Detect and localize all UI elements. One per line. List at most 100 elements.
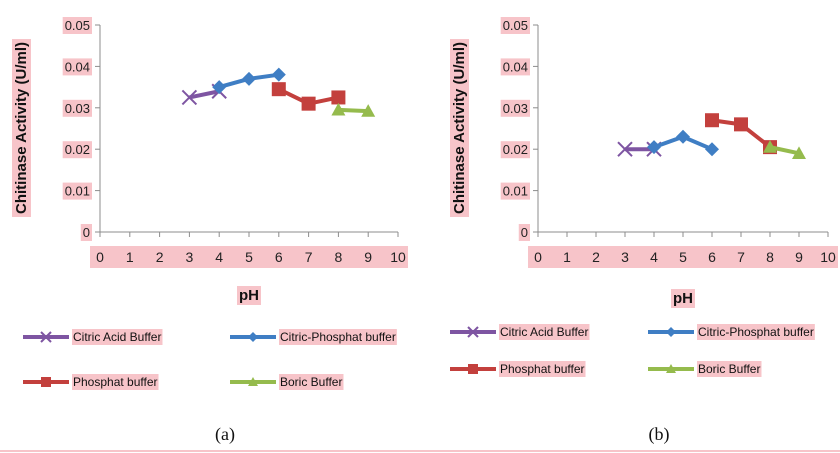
y-axis-label: Chitinase Activity (U/ml) [13, 42, 30, 214]
y-tick-label-bg [500, 141, 530, 159]
legend-label-bg-2 [72, 374, 159, 390]
data-point-1-1 [676, 129, 690, 144]
x-tick-label: 2 [156, 249, 164, 265]
legend-marker-2 [468, 364, 478, 374]
data-point-1-1 [242, 71, 256, 86]
legend-marker-2 [41, 377, 51, 387]
legend-label-bg-2 [499, 361, 586, 377]
legend-label-bg-3 [697, 361, 762, 377]
x-tick-label: 4 [215, 249, 223, 265]
x-tick-label: 10 [820, 249, 836, 265]
x-tick-label: 4 [650, 249, 658, 265]
panel-caption: (b) [649, 424, 670, 445]
legend-label-3: Boric Buffer [698, 362, 760, 376]
legend-marker-3 [248, 377, 258, 386]
data-point-1-2 [705, 142, 719, 157]
y-tick-label: 0 [83, 225, 90, 240]
x-tick-label: 6 [275, 249, 283, 265]
legend-marker-0 [467, 326, 479, 338]
y-tick-label: 0.01 [503, 184, 528, 199]
y-tick-label-bg [62, 17, 92, 34]
data-point-3-1 [361, 104, 376, 117]
x-tick-label: 8 [766, 249, 774, 265]
x-tick-label: 10 [390, 249, 406, 265]
data-point-2-0 [271, 82, 286, 97]
x-tick-band-bg [90, 246, 408, 268]
legend-marker-1 [666, 327, 676, 337]
x-tick-label: 3 [621, 249, 629, 265]
legend-label-bg-0 [499, 324, 590, 340]
x-tick-label: 0 [534, 249, 542, 265]
y-tick-label: 0.01 [65, 184, 90, 199]
y-tick-label-bg [500, 17, 530, 34]
x-tick-band-bg [528, 246, 838, 268]
y-tick-label: 0.05 [65, 18, 90, 33]
chart-panel-1: 0 0.01 0.02 0.03 0.04 0.05 0 1 2 3 4 5 6 7 8 9 10 Chitina… [450, 17, 838, 445]
legend-label-bg-3 [279, 374, 344, 390]
y-tick-label-bg [62, 58, 92, 76]
x-tick-label: 1 [126, 249, 134, 265]
data-point-2-2 [331, 90, 346, 105]
series-line-3 [769, 145, 800, 156]
y-tick-label-bg [62, 182, 92, 200]
legend-marker-1 [248, 332, 258, 342]
legend-label-2: Phosphat buffer [500, 362, 585, 376]
y-tick-label: 0.05 [503, 18, 528, 33]
y-tick-label-bg [500, 58, 530, 76]
legend-label-2: Phosphat buffer [73, 375, 158, 389]
y-tick-label-bg [62, 99, 92, 117]
legend-label-1: Citric-Phosphat buffer [698, 325, 814, 339]
y-tick-label-bg [500, 99, 530, 117]
x-axis-label: pH [239, 287, 259, 304]
x-tick-label: 1 [563, 249, 571, 265]
y-tick-label: 0.03 [503, 101, 528, 116]
x-tick-label: 9 [364, 249, 372, 265]
data-point-3-0 [331, 102, 346, 116]
y-tick-label: 0.02 [503, 142, 528, 157]
x-tick-label: 2 [592, 249, 600, 265]
y-axis-label-bg [12, 39, 31, 217]
legend-label-bg-1 [697, 324, 815, 340]
legend-label-bg-0 [72, 329, 163, 345]
x-tick-label: 7 [305, 249, 313, 265]
data-point-1-0 [212, 80, 227, 95]
data-point-1-2 [271, 67, 286, 82]
y-tick-label-bg [80, 224, 92, 241]
legend-marker-3 [666, 364, 676, 373]
y-tick-label: 0.02 [65, 142, 90, 157]
x-axis-label-bg [237, 286, 261, 305]
x-tick-label: 5 [679, 249, 687, 265]
y-tick-label-bg [500, 182, 530, 200]
x-tick-label: 0 [96, 249, 104, 265]
y-axis-label-bg [450, 39, 469, 217]
data-point-1-0 [647, 140, 661, 155]
data-point-3-0 [763, 140, 777, 153]
chart-panel-0: 0 0.01 0.02 0.03 0.04 0.05 0 1 2 3 4 5 6 7 8 9 10 Chitina… [12, 17, 408, 445]
legend-label-3: Boric Buffer [280, 375, 342, 389]
x-tick-label: 3 [186, 249, 194, 265]
x-tick-label: 9 [795, 249, 803, 265]
y-tick-label: 0 [521, 225, 528, 240]
legend-label-0: Citric Acid Buffer [73, 330, 161, 344]
x-axis-label-bg [671, 289, 695, 308]
y-tick-label-bg [62, 141, 92, 159]
y-tick-label: 0.04 [65, 59, 90, 74]
legend-label-0: Citric Acid Buffer [500, 325, 588, 339]
y-tick-label: 0.03 [65, 101, 90, 116]
x-tick-label: 8 [335, 249, 343, 265]
y-tick-label: 0.04 [503, 59, 528, 74]
data-point-3-1 [792, 146, 806, 159]
y-axis-label: Chitinase Activity (U/ml) [451, 42, 468, 214]
legend-marker-0 [40, 331, 52, 343]
data-point-0-0 [617, 141, 633, 157]
legend-label-1: Citric-Phosphat buffer [280, 330, 396, 344]
panel-caption: (a) [215, 424, 235, 445]
series-line-3 [338, 107, 369, 114]
x-tick-label: 5 [245, 249, 253, 265]
legend-label-bg-1 [279, 329, 397, 345]
series-line-0 [188, 89, 220, 100]
x-tick-label: 7 [737, 249, 745, 265]
x-axis-label: pH [673, 290, 693, 307]
